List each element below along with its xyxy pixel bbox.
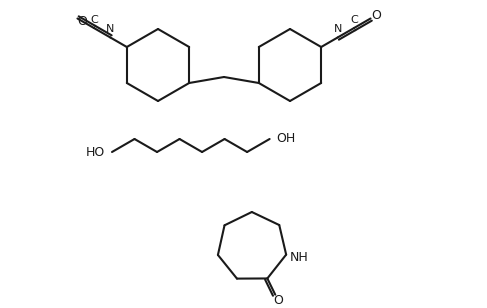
Text: C: C xyxy=(90,15,98,25)
Text: NH: NH xyxy=(289,251,308,264)
Text: O: O xyxy=(78,15,88,28)
Text: O: O xyxy=(273,294,283,306)
Text: OH: OH xyxy=(277,132,296,145)
Text: HO: HO xyxy=(86,145,105,159)
Text: N: N xyxy=(334,25,342,34)
Text: O: O xyxy=(371,9,381,22)
Text: N: N xyxy=(106,25,114,34)
Text: C: C xyxy=(350,15,358,25)
